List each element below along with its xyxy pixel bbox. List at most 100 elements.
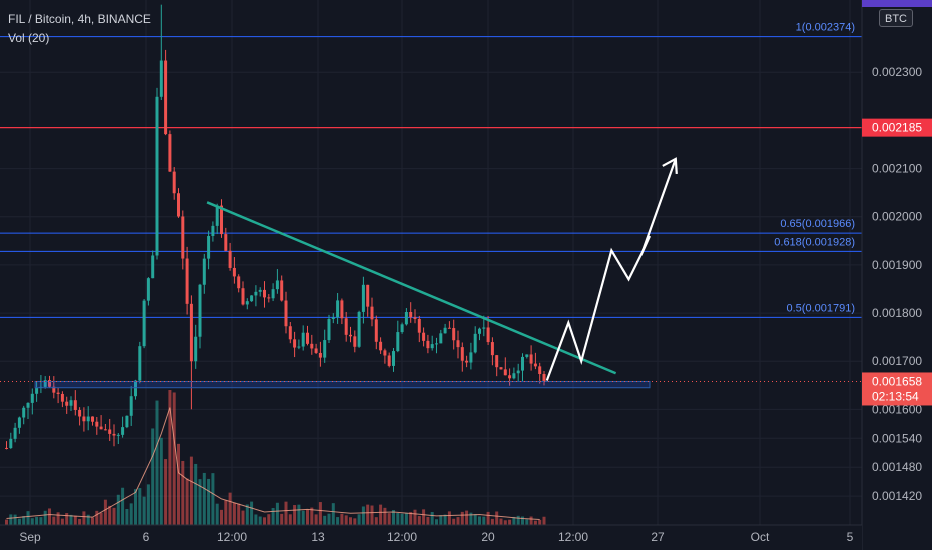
volume-bar bbox=[129, 503, 133, 525]
time-axis: Sep 6 12:00 13 12:00 20 12:00 27 Oct 5 bbox=[0, 524, 862, 550]
candle-body bbox=[387, 355, 391, 366]
candle-body bbox=[189, 303, 193, 362]
candle-body bbox=[542, 374, 546, 382]
candle-body bbox=[43, 380, 47, 387]
time-axis-background bbox=[0, 525, 862, 550]
volume-bar bbox=[48, 508, 51, 525]
candle-body bbox=[417, 318, 421, 333]
candle-body bbox=[469, 352, 473, 363]
candle-body bbox=[263, 289, 266, 298]
price-tick-label: 0.001700 bbox=[872, 354, 922, 368]
volume-bar bbox=[263, 517, 266, 525]
volume-bar bbox=[103, 499, 107, 525]
candle-body bbox=[91, 416, 94, 422]
candle-body bbox=[344, 318, 348, 335]
volume-bar bbox=[327, 513, 331, 525]
volume-bar bbox=[116, 494, 120, 525]
volume-indicator-label[interactable]: Vol (20) bbox=[8, 31, 50, 45]
volume-bar bbox=[17, 518, 21, 525]
volume-bar bbox=[439, 515, 443, 525]
volume-bar bbox=[392, 510, 395, 525]
price-tick-label: 0.001800 bbox=[872, 306, 922, 320]
candle-body bbox=[353, 336, 357, 347]
candle-body bbox=[323, 340, 327, 358]
volume-bar bbox=[538, 519, 542, 525]
volume-bar bbox=[177, 443, 180, 525]
candle-body bbox=[271, 289, 275, 299]
volume-bar bbox=[542, 516, 546, 525]
candle-body bbox=[168, 134, 172, 172]
candle-body bbox=[460, 347, 464, 361]
current-price-label: 0.001658 bbox=[872, 374, 922, 388]
candle-body bbox=[151, 255, 155, 279]
price-tick-label: 0.002100 bbox=[872, 162, 922, 176]
volume-ma-line bbox=[6, 407, 540, 521]
candle-body bbox=[409, 311, 413, 318]
currency-badge[interactable]: BTC bbox=[879, 9, 913, 27]
time-tick-label: 6 bbox=[143, 530, 150, 544]
projection-arrowhead bbox=[662, 157, 678, 175]
candle-body bbox=[396, 332, 400, 352]
projection-path bbox=[545, 158, 677, 381]
candle-body bbox=[482, 327, 486, 329]
candle-body bbox=[146, 278, 150, 301]
candle-body bbox=[306, 332, 309, 344]
symbol-title[interactable]: FIL / Bitcoin, 4h, BINANCE bbox=[8, 12, 151, 26]
candle-body bbox=[52, 386, 56, 393]
candle-body bbox=[512, 373, 516, 379]
volume-bar bbox=[112, 507, 116, 525]
volume-bar bbox=[95, 510, 99, 525]
fib-levels: 1(0.002374) 0.65(0.001966) 0.618(0.001928)… bbox=[0, 22, 862, 318]
volume-bar bbox=[379, 504, 383, 525]
volume-bar bbox=[220, 509, 223, 525]
volume-bar bbox=[181, 460, 185, 525]
candle-body bbox=[301, 332, 305, 347]
volume-bar bbox=[35, 516, 39, 525]
candle-body bbox=[495, 355, 499, 368]
candle-body bbox=[241, 288, 245, 305]
volume-bar bbox=[284, 501, 288, 525]
candle-body bbox=[430, 344, 434, 349]
volume-bar bbox=[495, 511, 499, 525]
candle-body bbox=[250, 295, 254, 302]
candle-body bbox=[228, 250, 232, 268]
volume-bar bbox=[301, 510, 305, 525]
volume-bar bbox=[430, 512, 434, 525]
volume-bar bbox=[86, 514, 90, 525]
chart-legend: FIL / Bitcoin, 4h, BINANCE Vol (20) bbox=[8, 10, 151, 48]
candle-body bbox=[529, 354, 533, 364]
price-tick-label: 0.002000 bbox=[872, 210, 922, 224]
volume-bar bbox=[185, 478, 189, 525]
candle-body bbox=[383, 350, 387, 356]
candle-body bbox=[490, 342, 494, 356]
volume-bar bbox=[374, 517, 378, 525]
candle-body bbox=[95, 421, 99, 427]
fib-level-label: 0.5(0.001791) bbox=[787, 302, 856, 314]
volume-bar bbox=[60, 518, 64, 525]
candle-body bbox=[17, 417, 21, 428]
volume-bar bbox=[409, 512, 413, 525]
volume-bar bbox=[121, 487, 125, 525]
volume-bar bbox=[396, 513, 400, 525]
volume-bar bbox=[39, 517, 43, 525]
volume-bar bbox=[353, 518, 357, 525]
volume-bar bbox=[473, 514, 477, 525]
candle-body bbox=[232, 267, 236, 277]
volume-bar bbox=[82, 511, 86, 525]
price-axis: 0.001420 0.001480 0.001540 0.001600 0.001700… bbox=[861, 0, 932, 550]
candle-body bbox=[159, 60, 163, 97]
volume-bar bbox=[168, 390, 172, 525]
price-axis-background bbox=[862, 0, 932, 550]
candle-body bbox=[392, 351, 395, 366]
candle-body bbox=[116, 434, 120, 436]
volume-bar bbox=[142, 496, 146, 525]
volume-bar bbox=[258, 516, 262, 525]
candle-body bbox=[318, 352, 322, 358]
volume-bar bbox=[478, 516, 481, 525]
volume-bar bbox=[271, 507, 275, 525]
volume-bar bbox=[499, 518, 503, 525]
volume-bar bbox=[198, 479, 202, 525]
volume-bar bbox=[452, 518, 456, 525]
candle-body bbox=[525, 354, 529, 357]
